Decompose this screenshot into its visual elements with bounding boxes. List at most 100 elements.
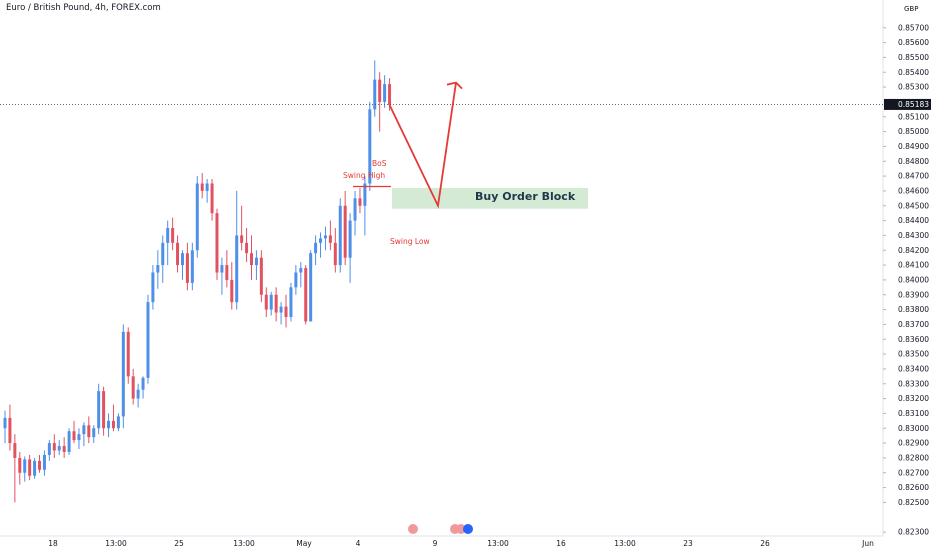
candle-body [156, 265, 160, 273]
x-tick-label: 26 [760, 539, 770, 548]
bos-label: BoS [372, 159, 387, 168]
chart-title: Euro / British Pound, 4h, FOREX.com [6, 3, 161, 13]
y-tick-label: 0.84500 [898, 201, 929, 210]
candle-body [161, 242, 165, 266]
y-tick-label: 0.85600 [898, 38, 929, 47]
candle-body [319, 238, 323, 243]
candle-body [378, 79, 382, 102]
last-price-tag [884, 98, 931, 110]
y-tick-label: 0.84800 [898, 157, 929, 166]
candle-body [92, 428, 96, 438]
candle-body [289, 287, 293, 317]
candle-body [111, 420, 115, 429]
x-tick-label: 16 [556, 539, 566, 548]
candle-body [185, 253, 189, 283]
candle-body [269, 294, 273, 310]
projection-arrowhead [446, 81, 463, 90]
candle-body [23, 459, 27, 473]
x-tick-label: 23 [683, 539, 693, 548]
candle-body [42, 454, 46, 470]
candle-body [166, 228, 170, 243]
candle-body [47, 443, 51, 455]
candle-body [314, 242, 318, 254]
x-tick-label: 18 [48, 539, 58, 548]
candle-body [279, 306, 283, 313]
candle-body [304, 268, 308, 322]
candle-body [388, 84, 392, 105]
event-icon [456, 524, 466, 534]
y-tick-label: 0.84100 [898, 261, 929, 270]
candle-body [195, 183, 199, 251]
y-tick-label: 0.85000 [898, 127, 929, 136]
y-tick-label: 0.82700 [898, 468, 929, 477]
candle-body [338, 205, 342, 266]
candle-body [200, 183, 204, 191]
candle-body [97, 391, 101, 429]
candle-body [353, 198, 357, 221]
order-block-label: Buy Order Block [475, 190, 576, 203]
candle-body [131, 376, 135, 399]
swing-low-label: Swing Low [390, 237, 430, 246]
candle-body [235, 235, 239, 303]
candle-body [220, 265, 224, 273]
candle-body [107, 420, 111, 429]
candle-body [38, 460, 42, 470]
candle-body [363, 183, 367, 206]
candle-body [57, 446, 61, 451]
candle-body [323, 235, 327, 239]
candle-body [62, 446, 66, 452]
candle-body [225, 265, 229, 280]
x-tick-label: 13:00 [233, 539, 255, 548]
y-unit-label: GBP [904, 5, 918, 13]
x-tick-label: 13:00 [105, 539, 127, 548]
candle-body [333, 242, 337, 266]
candle-body [264, 294, 268, 310]
candle-body [254, 257, 258, 266]
candle-body [116, 416, 120, 429]
candle-body [210, 183, 214, 214]
candle-body [205, 183, 209, 191]
y-tick-label: 0.85700 [898, 23, 929, 32]
candle-body [33, 460, 37, 476]
candle-body [328, 235, 332, 243]
x-tick-label: May [296, 539, 312, 548]
x-tick-label: 9 [433, 539, 438, 548]
order-block-zone [392, 187, 588, 209]
candle-body [87, 425, 91, 438]
y-tick-label: 0.83500 [898, 350, 929, 359]
candle-body [343, 205, 347, 258]
candle-body [250, 253, 253, 266]
y-tick-label: 0.83100 [898, 409, 929, 418]
y-tick-label: 0.85400 [898, 68, 929, 77]
candle-body [72, 431, 76, 441]
candle-body [102, 391, 106, 429]
candle-body [274, 294, 278, 313]
y-tick-label: 0.83600 [898, 335, 929, 344]
x-tick-label: 25 [174, 539, 184, 548]
candle-body [126, 331, 130, 377]
candle-body [240, 235, 244, 243]
y-tick-label: 0.83300 [898, 379, 929, 388]
y-tick-label: 0.82900 [898, 439, 929, 448]
y-tick-label: 0.84000 [898, 276, 929, 285]
candle-body [368, 109, 372, 184]
candle-body [245, 242, 249, 254]
y-tick-label: 0.84200 [898, 246, 929, 255]
candle-body [358, 198, 362, 206]
y-tick-label: 0.84900 [898, 142, 929, 151]
candle-body [52, 443, 56, 451]
y-tick-label: 0.84600 [898, 187, 929, 196]
event-icon [408, 524, 418, 534]
candle-body [13, 443, 17, 458]
y-tick-label: 0.83800 [898, 305, 929, 314]
candle-body [259, 257, 263, 295]
y-tick-label: 0.82800 [898, 454, 929, 463]
candle-body [294, 272, 298, 288]
candle-body [190, 250, 194, 283]
y-tick-label: 0.82500 [898, 498, 929, 507]
y-tick-label: 0.83200 [898, 394, 929, 403]
candle-body [3, 417, 7, 429]
candle-body [299, 268, 303, 273]
candle-body [348, 220, 352, 258]
candle-body [309, 253, 313, 322]
